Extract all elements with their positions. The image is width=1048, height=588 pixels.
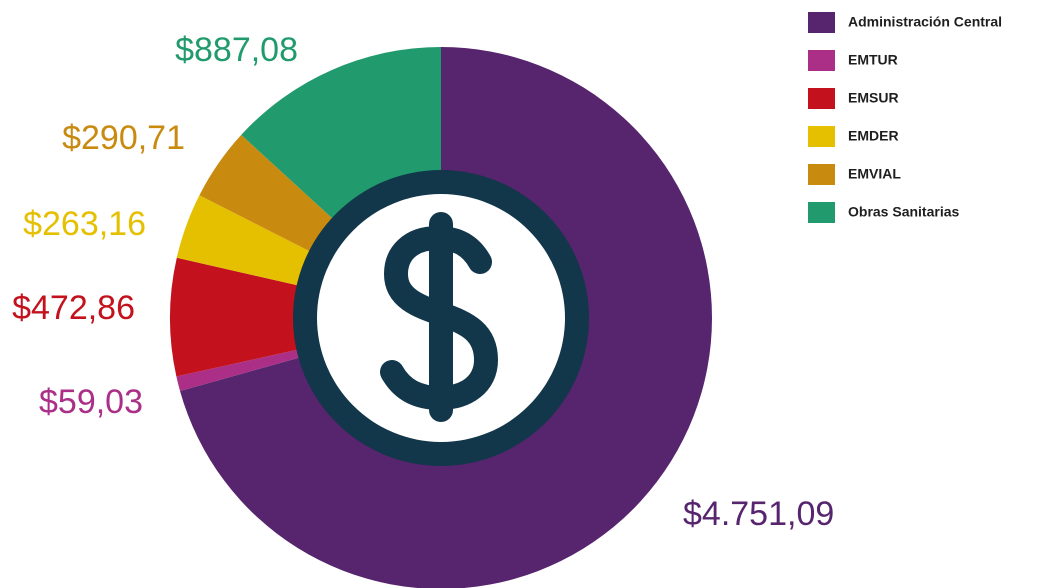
legend-label: EMVIAL	[848, 166, 901, 182]
legend-swatch	[808, 12, 835, 33]
legend-label: EMTUR	[848, 52, 898, 68]
legend-label: Administración Central	[848, 14, 1002, 30]
dollar-icon	[380, 212, 499, 422]
value-label: $472,86	[12, 289, 135, 327]
value-label: $59,03	[39, 383, 143, 421]
legend-label: EMSUR	[848, 90, 899, 106]
value-label: $290,71	[62, 119, 185, 157]
value-label: $4.751,09	[683, 495, 834, 533]
legend: Administración Central EMTUR EMSUR EMDER EMV…	[808, 12, 1002, 223]
legend-swatch	[808, 202, 835, 223]
value-label: $887,08	[175, 31, 298, 69]
legend-swatch	[808, 50, 835, 71]
legend-label: Obras Sanitarias	[848, 204, 959, 220]
legend-swatch	[808, 126, 835, 147]
legend-swatch	[808, 88, 835, 109]
legend-label: EMDER	[848, 128, 899, 144]
legend-swatch	[808, 164, 835, 185]
value-label: $263,16	[23, 205, 146, 243]
